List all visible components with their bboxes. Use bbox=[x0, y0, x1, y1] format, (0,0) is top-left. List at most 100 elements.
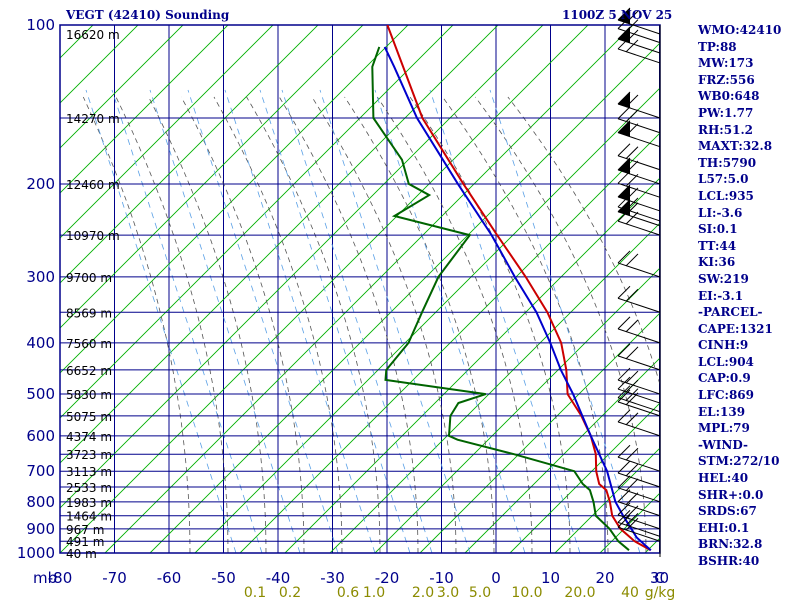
dry-adiabat bbox=[60, 25, 409, 374]
height-label: 12460 m bbox=[66, 178, 120, 192]
wind-barb-feather bbox=[617, 367, 631, 381]
moist-adiabat bbox=[213, 96, 343, 553]
height-label: 8569 m bbox=[66, 306, 112, 320]
wind-barb-feather bbox=[617, 502, 631, 516]
pressure-tick-labels: 100 200 300 400 500 600 700 800 900 1000 mb bbox=[17, 16, 57, 587]
wind-barb-shaft bbox=[617, 328, 661, 344]
dry-adiabat bbox=[60, 25, 274, 239]
wind-barb bbox=[617, 475, 661, 503]
index-entry: TP:88 bbox=[698, 39, 737, 54]
pressure-tick-label: 300 bbox=[26, 268, 55, 286]
wind-barb-feather bbox=[625, 39, 639, 53]
dry-adiabat bbox=[60, 25, 499, 464]
index-entry: RH:51.2 bbox=[698, 122, 753, 137]
moist-adiabat bbox=[278, 96, 419, 553]
wind-barb-shaft bbox=[617, 48, 661, 64]
wind-barb-feather bbox=[617, 106, 631, 120]
moist-adiabat bbox=[474, 96, 647, 553]
wind-barb-shaft bbox=[617, 118, 661, 134]
dry-adiabat bbox=[419, 312, 660, 553]
index-entry: BRN:32.8 bbox=[698, 537, 763, 552]
wind-barb-pennant bbox=[618, 120, 630, 137]
wind-barb-feather bbox=[617, 208, 631, 222]
index-entry: SW:219 bbox=[698, 271, 749, 286]
wind-barb-shaft bbox=[617, 456, 661, 472]
index-entry: KI:36 bbox=[698, 255, 736, 270]
chart-title: VEGT (42410) Sounding bbox=[66, 8, 230, 22]
pressure-unit-label: mb bbox=[33, 569, 57, 587]
index-entry: LCL:904 bbox=[698, 354, 754, 369]
wind-barb-feather bbox=[625, 211, 639, 225]
wind-barb-feather bbox=[625, 146, 639, 160]
temperature-tick-label: -20 bbox=[375, 569, 400, 587]
wind-barb-shaft bbox=[617, 262, 661, 278]
height-labels: 16620 m 14270 m 12460 m 10970 m 9700 m 8569 m… bbox=[66, 28, 120, 561]
height-label: 14270 m bbox=[66, 112, 120, 126]
index-entry: SHR+:0.0 bbox=[698, 487, 764, 502]
wind-barb-feather bbox=[625, 505, 639, 519]
temperature-tick-labels: -80 -70 -60 -50 -40 -30 -20 -10 0 10 20 30C bbox=[48, 569, 669, 587]
moist-adiabat bbox=[246, 96, 381, 553]
wind-barb bbox=[617, 316, 661, 344]
height-label: 10970 m bbox=[66, 229, 120, 243]
isobars bbox=[60, 24, 660, 554]
wind-barb bbox=[617, 26, 661, 54]
index-entry: TH:5790 bbox=[698, 155, 757, 170]
wind-barb-feather bbox=[617, 475, 631, 489]
wind-barb-feather bbox=[625, 253, 639, 267]
wind-barb-feather bbox=[617, 250, 631, 264]
wind-barb-shaft bbox=[617, 526, 661, 542]
wind-barb bbox=[617, 285, 661, 313]
mixing-ratio-label: 0.6 bbox=[337, 585, 359, 600]
mixing-ratio-labels: 0.1 0.2 0.6 1.0 2.0 3.0 5.0 10.0 20.0 40 g/kg bbox=[244, 585, 675, 600]
height-label: 3113 m bbox=[66, 465, 112, 479]
mixing-ratio-line bbox=[111, 89, 263, 553]
wind-barb bbox=[617, 250, 661, 278]
pressure-tick-label: 700 bbox=[26, 462, 55, 480]
wind-barb bbox=[617, 106, 661, 134]
wind-barb-feather bbox=[617, 460, 631, 474]
moist-adiabat bbox=[376, 96, 533, 553]
wind-barb bbox=[617, 489, 661, 517]
plot-frame bbox=[59, 24, 661, 557]
wind-barb-shaft bbox=[617, 421, 661, 437]
mixing-ratio-label: 5.0 bbox=[469, 585, 491, 600]
mixing-ratio-label: 0.1 bbox=[244, 585, 266, 600]
wind-barb-pennant bbox=[618, 91, 630, 108]
height-label: 9700 m bbox=[66, 271, 112, 285]
wind-barb-feather bbox=[617, 36, 631, 50]
wind-barb-feather bbox=[617, 285, 631, 299]
stability-indices-panel: WMO:42410 TP:88 MW:173 FRZ:556 WB0:648 PW:1.7… bbox=[698, 22, 781, 570]
dry-adiabat bbox=[60, 25, 319, 284]
pressure-tick-label: 500 bbox=[26, 385, 55, 403]
dry-adiabats bbox=[60, 25, 660, 553]
wind-barb-feather bbox=[617, 316, 631, 330]
index-entry: -PARCEL- bbox=[698, 305, 763, 320]
wind-barb-shaft bbox=[617, 401, 661, 417]
wind-barb-shaft bbox=[617, 521, 661, 537]
dry-adiabat bbox=[509, 402, 660, 553]
temperature-tick-label: -70 bbox=[102, 569, 127, 587]
wind-barb-shaft bbox=[617, 220, 661, 236]
dry-adiabat bbox=[149, 42, 660, 553]
wind-barb-feather bbox=[625, 517, 639, 531]
moist-adiabat bbox=[311, 96, 457, 553]
index-entry: FRZ:556 bbox=[698, 72, 755, 87]
height-label: 5830 m bbox=[66, 388, 112, 402]
wind-barb-shaft bbox=[617, 103, 661, 119]
index-entry: CINH:9 bbox=[698, 338, 749, 353]
index-entry: MPL:79 bbox=[698, 421, 750, 436]
mixing-ratio-line bbox=[224, 89, 376, 553]
wind-barb-shaft bbox=[617, 472, 661, 488]
mixing-ratio-line bbox=[149, 89, 301, 553]
chart-datetime: 1100Z 5 NOV 25 bbox=[562, 8, 673, 22]
wind-barb bbox=[617, 91, 661, 119]
wind-barb-feather bbox=[625, 447, 639, 461]
index-entry: LCL:935 bbox=[698, 188, 754, 203]
wind-barb-feather bbox=[625, 513, 639, 526]
wind-barb-feather bbox=[617, 489, 631, 503]
height-label: 967 m bbox=[66, 523, 104, 537]
wind-barb-feather bbox=[617, 16, 631, 30]
pressure-tick-label: 800 bbox=[26, 493, 55, 511]
